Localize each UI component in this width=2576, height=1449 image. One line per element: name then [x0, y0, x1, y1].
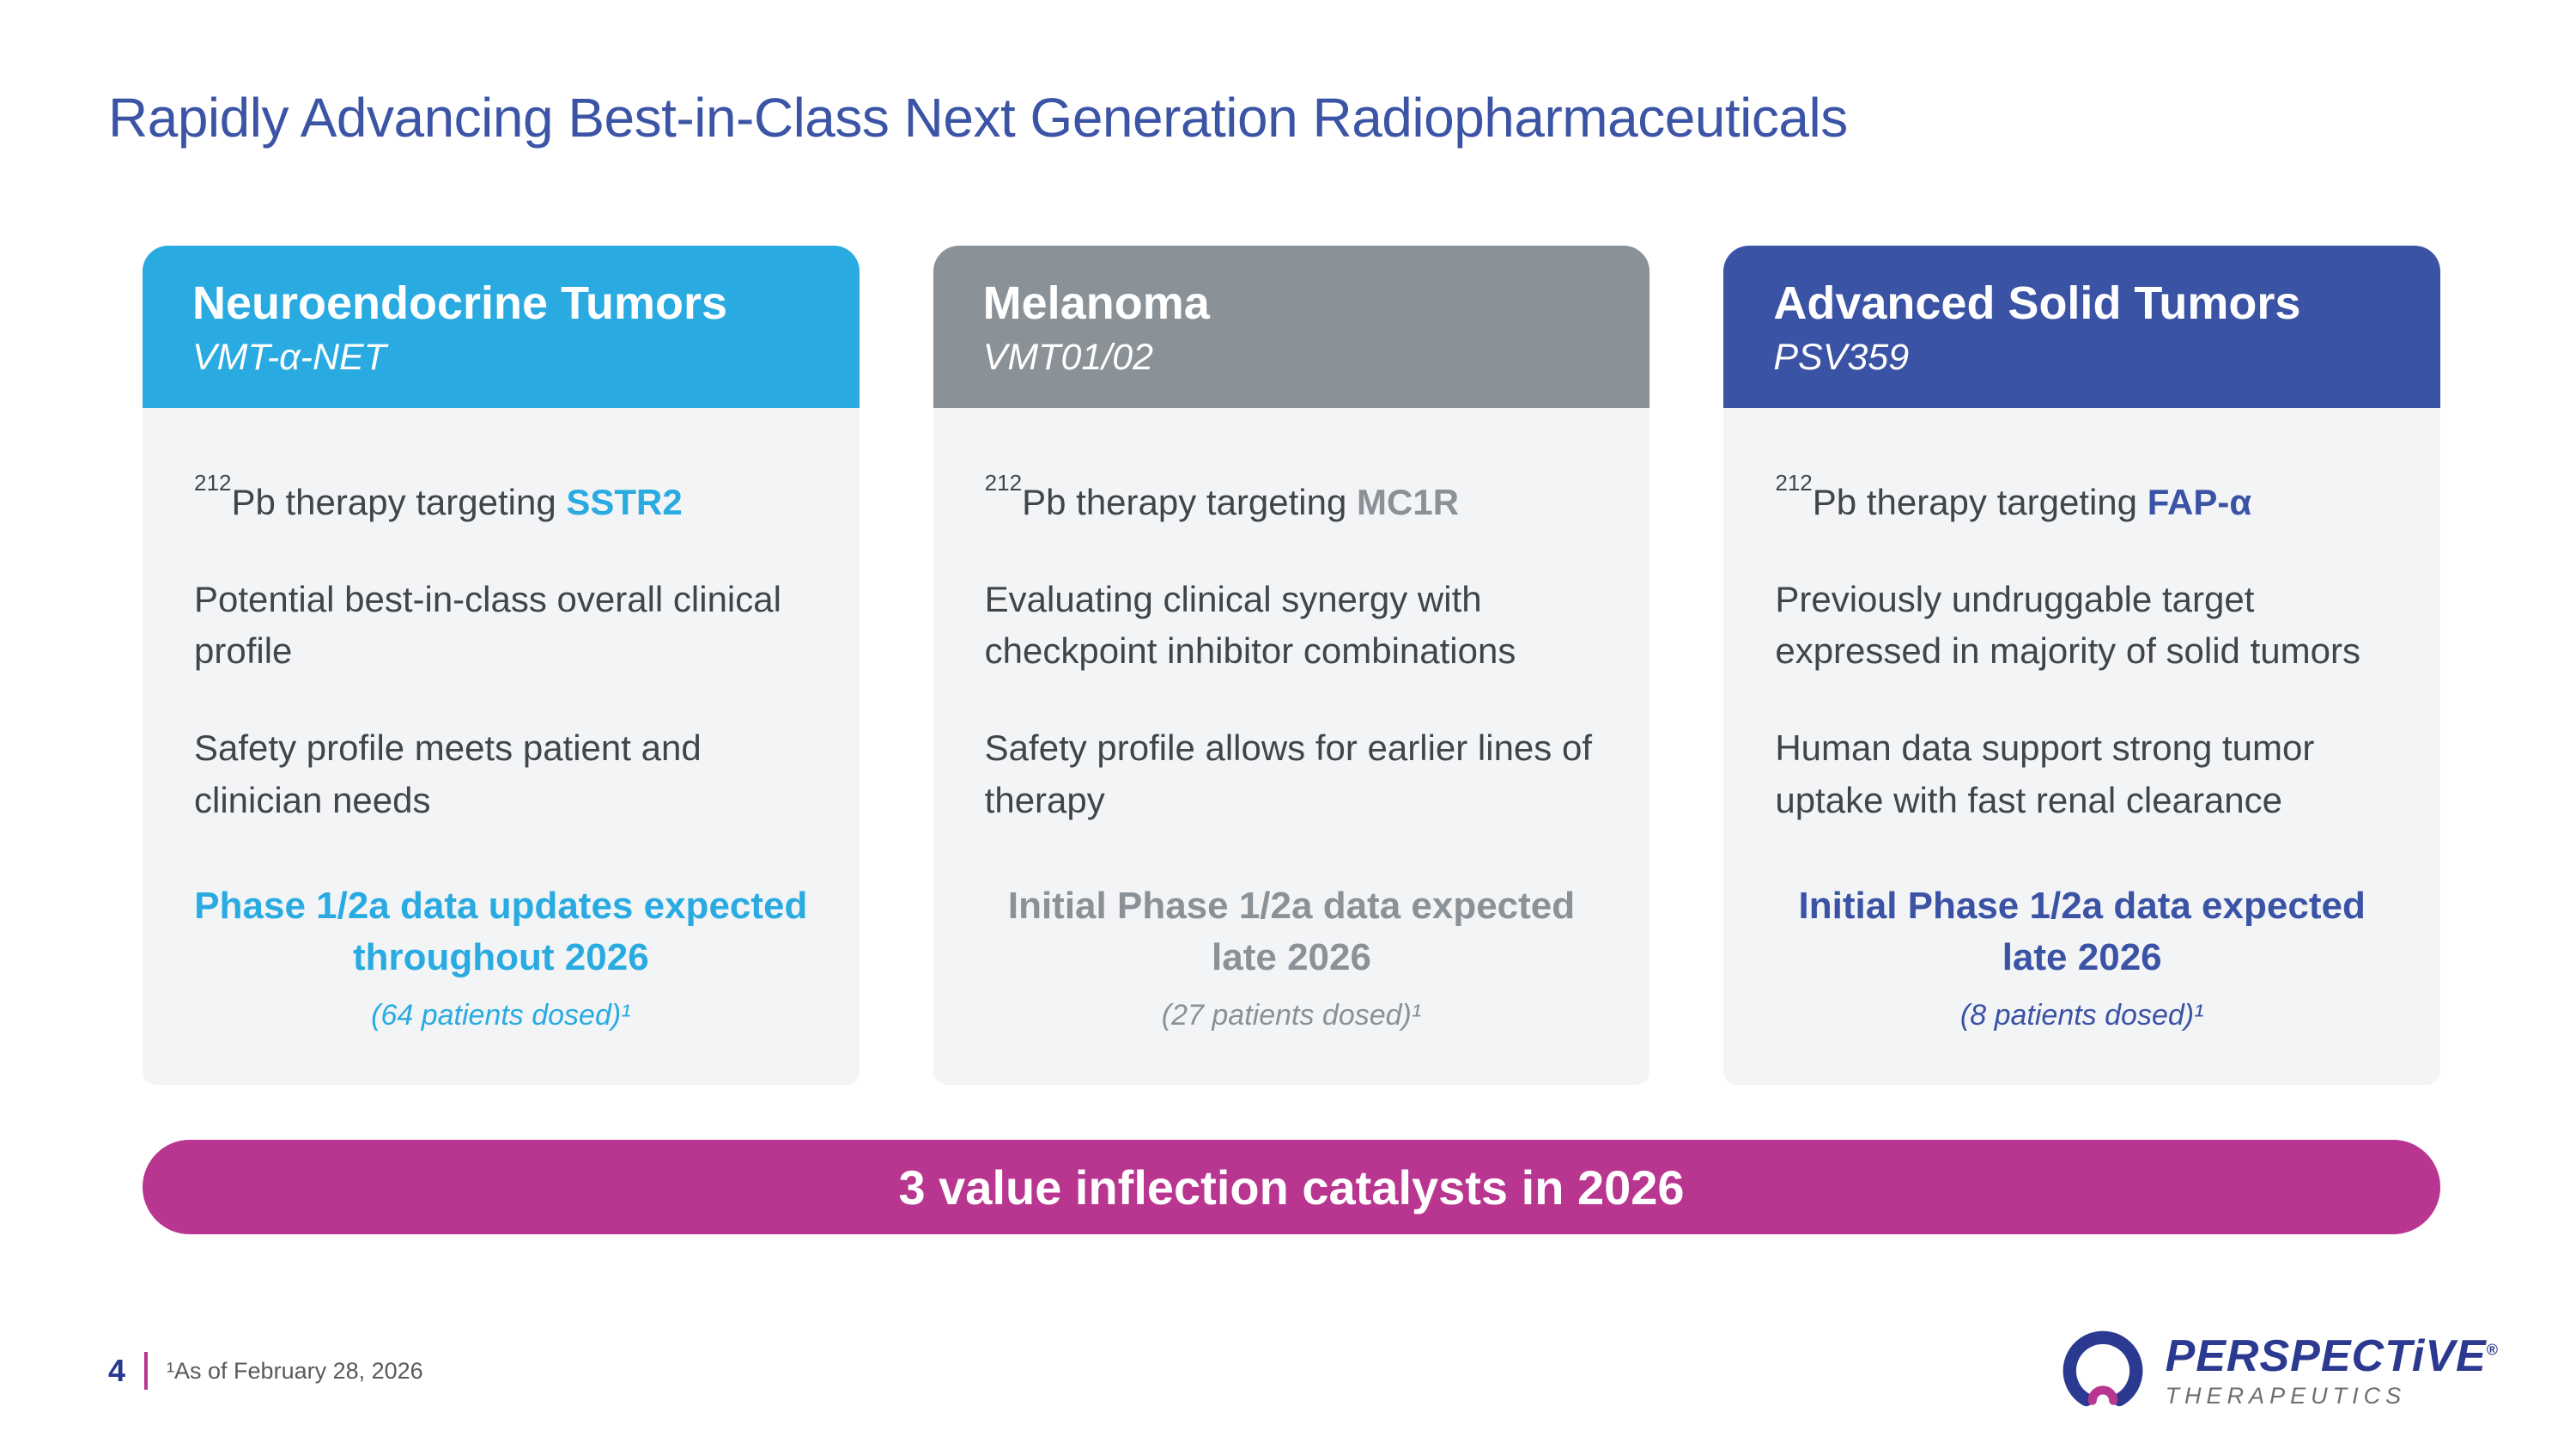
logo-text-block: PERSPECTiVE® THERAPEUTICS — [2166, 1334, 2499, 1408]
milestone-text: Initial Phase 1/2a data expected late 20… — [1798, 885, 2366, 978]
card-title: Neuroendocrine Tumors — [192, 277, 728, 329]
card-melanoma: Melanoma VMT01/02 212Pb therapy targetin… — [933, 246, 1650, 1086]
bullet-text: Human data support strong tumor uptake w… — [1775, 728, 2315, 821]
patients-dosed-note: (64 patients dosed)¹ — [371, 998, 631, 1032]
registered-trademark-icon: ® — [2486, 1341, 2499, 1359]
footnote-text: ¹As of February 28, 2026 — [167, 1357, 423, 1384]
milestone-text: Initial Phase 1/2a data expected late 20… — [1007, 885, 1576, 978]
bullet-text: Potential best-in-class overall clinical… — [194, 578, 781, 672]
therapy-target: SSTR2 — [566, 481, 683, 522]
logo-wordmark: PERSPECTiVE® — [2166, 1334, 2499, 1379]
perspective-therapeutics-logo: PERSPECTiVE® THERAPEUTICS — [2059, 1327, 2499, 1415]
card-header: Advanced Solid Tumors PSV359 — [1723, 246, 2441, 408]
therapy-line: 212Pb therapy targeting SSTR2 — [194, 472, 808, 529]
bullet-text: Previously undruggable target expressed … — [1775, 578, 2360, 672]
therapy-line: 212Pb therapy targeting FAP-α — [1775, 472, 2389, 529]
therapy-text: Pb therapy targeting — [1022, 481, 1347, 522]
footer: 4 ¹As of February 28, 2026 PERSPECTiVE® … — [108, 1327, 2499, 1415]
footer-divider — [144, 1352, 149, 1390]
card-title: Melanoma — [982, 277, 1210, 329]
card-title: Advanced Solid Tumors — [1773, 277, 2301, 329]
card-program-name: VMT01/02 — [982, 337, 1154, 379]
therapy-line: 212Pb therapy targeting MC1R — [985, 472, 1599, 529]
card-body: 212Pb therapy targeting SSTR2 Potential … — [143, 407, 860, 1086]
bullet-text: Safety profile allows for earlier lines … — [984, 728, 1592, 821]
card-body: 212Pb therapy targeting FAP-α Previously… — [1723, 407, 2441, 1086]
card-program-name: VMT-α-NET — [192, 337, 386, 379]
card-header: Melanoma VMT01/02 — [933, 246, 1650, 408]
therapy-target: MC1R — [1357, 481, 1460, 522]
page-number: 4 — [108, 1353, 126, 1388]
program-cards-row: Neuroendocrine Tumors VMT-α-NET 212Pb th… — [143, 246, 2441, 1086]
isotope-superscript: 212 — [984, 469, 1023, 496]
isotope-superscript: 212 — [1775, 469, 1813, 496]
card-header: Neuroendocrine Tumors VMT-α-NET — [143, 246, 860, 408]
card-neuroendocrine-tumors: Neuroendocrine Tumors VMT-α-NET 212Pb th… — [143, 246, 860, 1086]
patients-dosed-note: (27 patients dosed)¹ — [1161, 998, 1422, 1032]
logo-wordmark-text: PERSPECTiVE — [2165, 1331, 2487, 1381]
logo-ring-icon — [2063, 1330, 2142, 1407]
patients-dosed-note: (8 patients dosed)¹ — [1959, 998, 2204, 1032]
therapy-text: Pb therapy targeting — [1812, 481, 2138, 522]
card-program-name: PSV359 — [1773, 337, 1910, 379]
bullet-text: Safety profile meets patient and clinici… — [194, 728, 702, 821]
isotope-superscript: 212 — [194, 469, 232, 496]
catalysts-banner: 3 value inflection catalysts in 2026 — [143, 1140, 2440, 1235]
therapy-text: Pb therapy targeting — [231, 481, 556, 522]
footer-left: 4 ¹As of February 28, 2026 — [108, 1352, 423, 1390]
bullet-text: Evaluating clinical synergy with checkpo… — [984, 578, 1516, 672]
card-body: 212Pb therapy targeting MC1R Evaluating … — [933, 407, 1650, 1086]
milestone-text: Phase 1/2a data updates expected through… — [194, 885, 808, 978]
card-advanced-solid-tumors: Advanced Solid Tumors PSV359 212Pb thera… — [1723, 246, 2441, 1086]
therapy-target: FAP-α — [2147, 481, 2252, 522]
page-title: Rapidly Advancing Best-in-Class Next Gen… — [108, 87, 1848, 149]
logo-subtitle: THERAPEUTICS — [2165, 1383, 2407, 1409]
